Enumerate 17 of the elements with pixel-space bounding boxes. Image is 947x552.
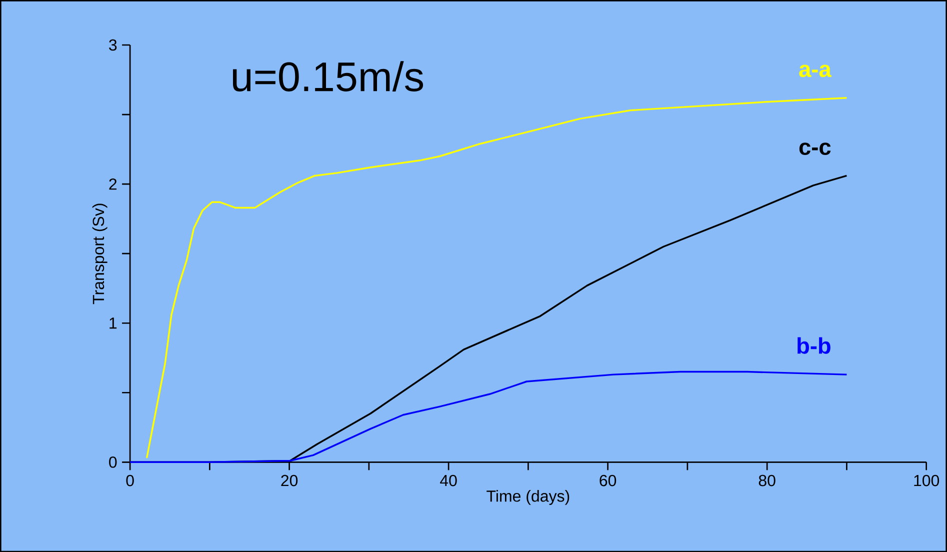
y-tick-label: 2: [109, 178, 117, 190]
x-tick-label: 60: [600, 474, 616, 486]
y-axis-title: Transport (Sv): [92, 204, 108, 304]
annotation: u=0.15m/s: [232, 61, 424, 92]
y-tick-label: 3: [109, 39, 117, 51]
x-tick-label: 0: [126, 474, 134, 486]
line-series: [129, 370, 848, 463]
x-tick-label: 100: [914, 474, 940, 486]
x-tick-label: 80: [758, 474, 776, 486]
series-label: a-a: [799, 64, 832, 78]
x-axis-title: Time (days): [486, 490, 570, 505]
y-tick-label: 1: [110, 318, 117, 329]
series-label: c-c: [799, 142, 831, 155]
series-label: b-b: [798, 337, 830, 354]
x-tick-label: 20: [281, 474, 298, 486]
x-tick-label: 40: [440, 474, 457, 486]
y-tick-label: 0: [109, 456, 117, 468]
